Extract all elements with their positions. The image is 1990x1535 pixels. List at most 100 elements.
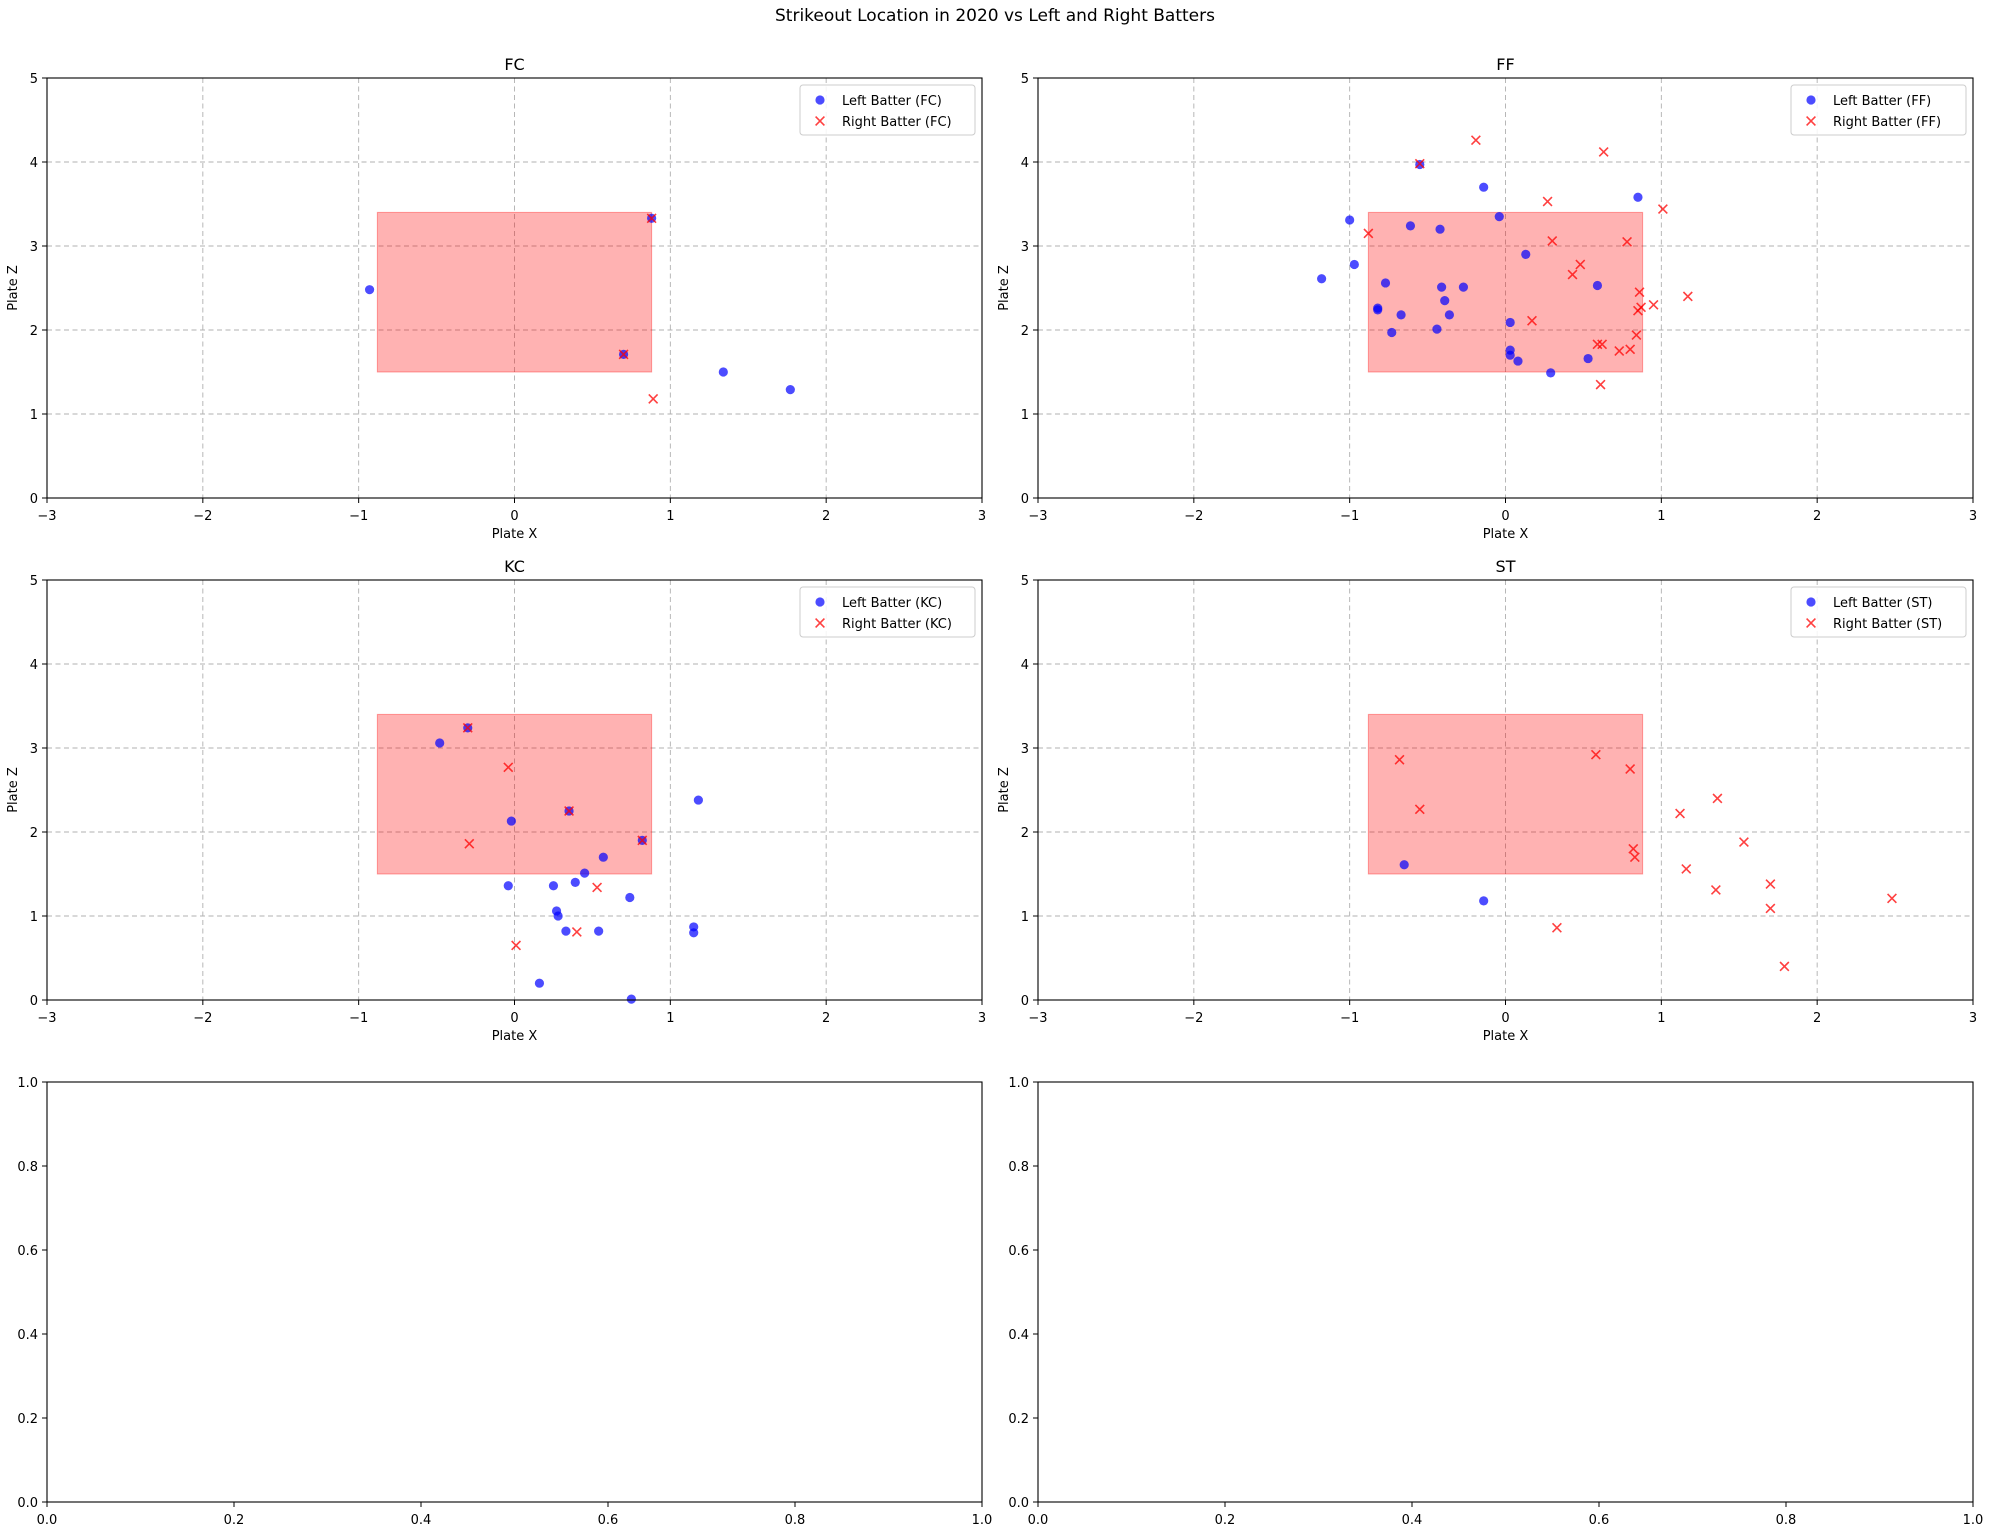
point-left-batter [1317,274,1327,284]
y-tick-label: 0.8 [1008,1160,1029,1175]
y-tick-label: 1 [1021,408,1029,423]
y-tick-label: 5 [30,72,38,87]
legend-marker-left [1806,597,1816,607]
x-tick-label: −1 [349,1011,368,1026]
figure-title: Strikeout Location in 2020 vs Left and R… [775,6,1215,26]
y-tick-label: 1.0 [1008,1076,1029,1091]
axes-frame [46,1081,983,1503]
y-tick-label: 2 [1021,324,1029,339]
point-right-batter [1567,269,1578,280]
point-right-batter [1590,749,1601,760]
y-tick-label: 0 [1021,492,1029,507]
point-left-batter [1373,305,1383,315]
point-left-batter [364,285,375,295]
point-right-batter [637,835,648,846]
point-right-batter [592,882,603,893]
point-left-batter [1458,282,1469,292]
point-left-batter [1633,192,1643,202]
y-axis-label: Plate Z [997,265,1012,311]
point-left-batter [1546,368,1556,378]
x-tick-label: −1 [349,509,368,524]
legend: Left Batter (FF) Right Batter (FF) [1790,84,1967,136]
y-tick-label: 5 [1021,574,1029,589]
y-tick-label: 2 [1021,826,1029,841]
y-tick-label: 4 [1021,156,1029,171]
subplot-empty-1: 0.0 0.2 0.4 0.6 0.8 1.0 0.0 0.2 0.4 0.6 0.8 1.0 [17,1076,992,1528]
point-left-batter [548,881,559,891]
legend-box [799,84,976,136]
point-left-batter [1405,221,1416,231]
x-tick-label: −3 [1028,509,1047,524]
point-left-batter [594,926,604,936]
point-right-batter [1634,287,1645,298]
legend-marker-left [815,597,825,607]
legend-box [1790,84,1967,136]
y-tick-label: 0 [30,994,38,1009]
y-axis-label: Plate Z [6,767,21,813]
point-left-batter [1437,282,1447,292]
strike-zone [1367,713,1644,875]
legend-box [1790,586,1967,638]
point-left-batter [1479,896,1489,906]
x-tick-label: 1 [666,1011,674,1026]
x-tick-label: 0 [510,509,518,524]
point-left-batter [506,816,516,826]
point-left-batter [693,795,703,805]
x-tick-label: 2 [1813,1011,1821,1026]
point-right-batter [503,762,514,773]
point-left-batter [1583,353,1593,364]
axes-frame [1037,1081,1974,1503]
x-axis-label: Plate X [492,1029,538,1044]
point-right-batter [1779,961,1790,972]
x-tick-label: 0.4 [411,1513,432,1528]
legend-box [799,586,976,638]
point-left-batter [553,911,563,921]
x-tick-label: 0 [510,1011,518,1026]
x-tick-label: −2 [1184,1011,1203,1026]
point-right-batter [1628,843,1639,854]
point-left-batter [580,868,590,878]
x-tick-label: 0.8 [785,1513,806,1528]
x-tick-label: 2 [822,1011,830,1026]
legend-label: Left Batter (ST) [1833,596,1932,611]
y-tick-label: 4 [1021,658,1029,673]
x-tick-label: −1 [1340,1011,1359,1026]
point-right-batter [646,213,657,224]
point-left-batter [625,892,635,903]
point-right-batter [571,926,582,937]
point-left-batter [1380,278,1391,288]
point-right-batter [464,838,475,849]
x-tick-label: 0.0 [37,1513,58,1528]
legend-label: Right Batter (FF) [1833,115,1941,130]
y-tick-label: 2 [30,324,38,339]
point-left-batter [689,928,699,938]
y-tick-label: 4 [30,156,38,171]
x-tick-label: −2 [1184,509,1203,524]
point-right-batter [1547,235,1558,246]
point-right-batter [1363,228,1374,239]
point-right-batter [1631,330,1642,341]
point-right-batter [1738,837,1749,848]
y-axis-label: Plate Z [6,265,21,311]
x-tick-label: 2 [822,509,830,524]
point-right-batter [1636,302,1647,313]
point-right-batter [1625,764,1636,774]
point-right-batter [1527,315,1537,326]
point-left-batter [718,367,728,377]
legend-label: Left Batter (FC) [842,94,942,109]
y-tick-label: 3 [1021,742,1029,757]
y-tick-label: 0.4 [17,1328,38,1343]
point-right-batter [511,940,522,951]
strike-zone [376,713,653,875]
subplot-fc: −3 −2 −1 0 1 2 3 0 1 2 3 4 5 FC Plate X Plate Z Left Bat… [6,55,986,542]
point-left-batter [1444,310,1454,320]
y-tick-label: 3 [30,742,38,757]
x-tick-label: 3 [978,1011,986,1026]
point-left-batter [1432,324,1442,334]
point-right-batter [1682,291,1693,302]
legend-marker-left [1806,95,1816,105]
legend-label: Left Batter (KC) [842,596,942,611]
x-tick-label: 0.0 [1028,1513,1049,1528]
point-right-batter [1712,793,1723,804]
